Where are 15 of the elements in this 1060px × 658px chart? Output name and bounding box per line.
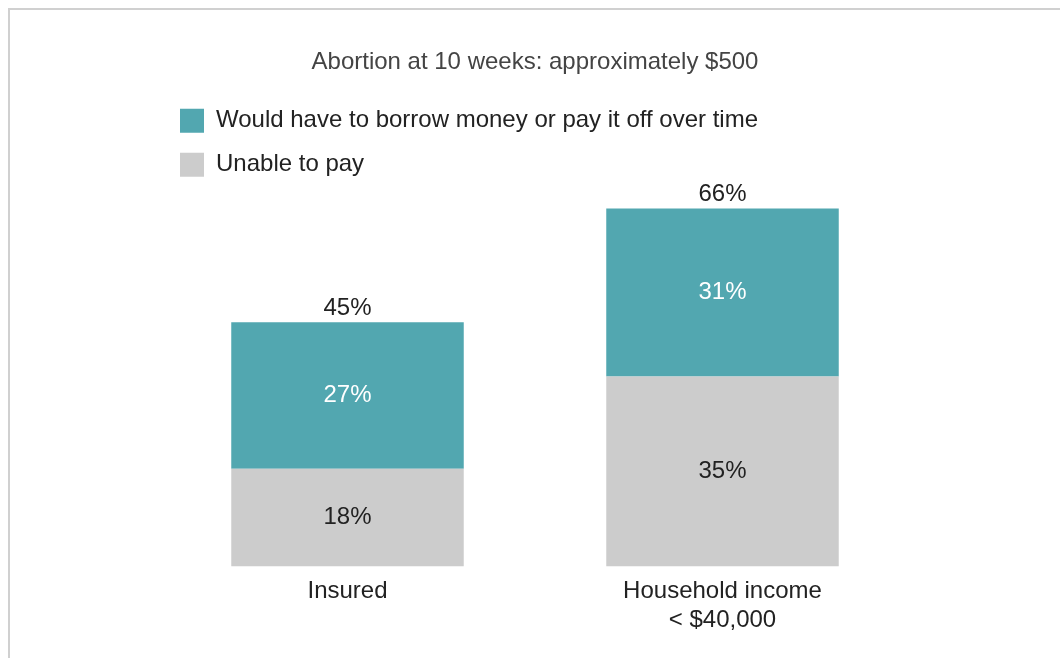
bar xyxy=(606,208,839,377)
bar xyxy=(606,376,839,567)
legend-label: Would have to borrow money or pay it off over time xyxy=(216,105,759,133)
legend-label: Unable to pay xyxy=(216,149,365,177)
total-label: 66% xyxy=(698,179,747,207)
total-label: 45% xyxy=(323,293,372,320)
data-label: 18% xyxy=(323,502,372,530)
chart-title: Abortion at 10 weeks: approximately $500 xyxy=(311,47,759,75)
data-label: 31% xyxy=(698,277,747,305)
bar xyxy=(231,468,464,567)
bar xyxy=(231,322,464,469)
data-label: 35% xyxy=(698,456,747,484)
x-tick-label: Household income < $40,000 xyxy=(623,576,822,633)
data-label: 27% xyxy=(323,380,372,408)
x-tick-label: Insured xyxy=(307,576,388,604)
